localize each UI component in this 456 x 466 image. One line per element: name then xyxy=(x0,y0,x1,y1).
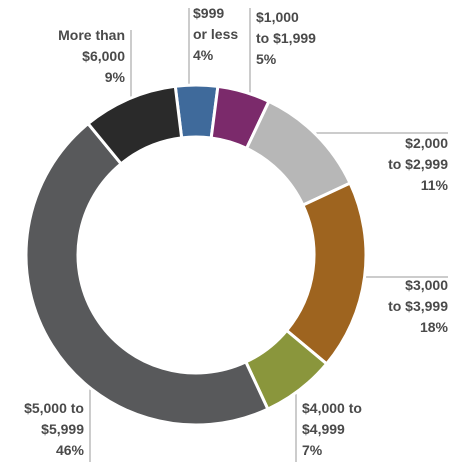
value-label: 4% xyxy=(193,47,214,63)
slice-label: $999 xyxy=(193,5,224,21)
slice-label: $5,999 xyxy=(41,421,84,437)
slice-label: $3,000 xyxy=(405,277,448,293)
slice-label: to $3,999 xyxy=(388,298,448,314)
slice-label: $2,000 xyxy=(405,135,448,151)
slice-label: $6,000 xyxy=(82,48,125,64)
donut-segment xyxy=(284,181,368,366)
value-label: 5% xyxy=(256,51,277,67)
value-label: 46% xyxy=(56,442,85,458)
slice-label: to $1,999 xyxy=(256,30,316,46)
slice-label: More than xyxy=(58,27,125,43)
value-label: 9% xyxy=(105,69,126,85)
value-label: 7% xyxy=(302,442,323,458)
donut-segment xyxy=(85,84,184,166)
slice-label: $4,999 xyxy=(302,421,345,437)
value-label: 18% xyxy=(420,319,449,335)
slice-label: $5,000 to xyxy=(24,400,84,416)
value-label: 11% xyxy=(421,177,449,193)
slice-label: $4,000 to xyxy=(302,400,362,416)
slice-label: to $2,999 xyxy=(388,156,448,172)
slice-label: $1,000 xyxy=(256,9,299,25)
slice-label: or less xyxy=(193,26,238,42)
donut-segment xyxy=(24,121,270,427)
